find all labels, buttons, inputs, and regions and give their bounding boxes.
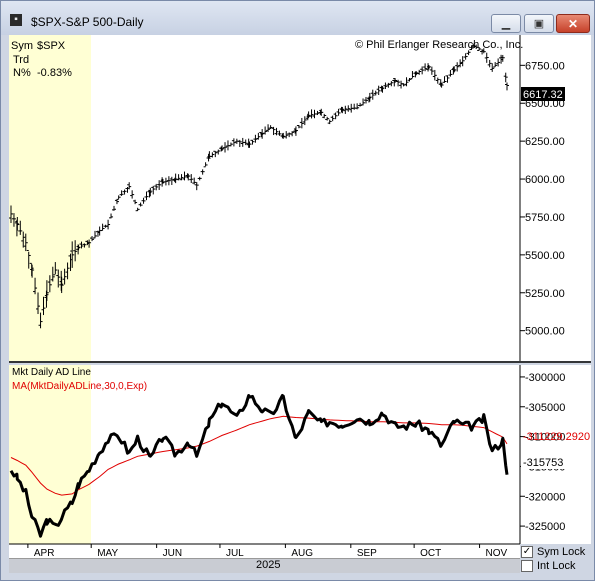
sym-label: Sym — [11, 40, 33, 52]
copyright-text: © Phil Erlanger Research Co., Inc. — [355, 39, 523, 51]
year-label: 2025 — [256, 559, 281, 571]
lower-tick-label: -305000 — [525, 402, 565, 414]
maximize-icon: ▣ — [533, 18, 545, 30]
upper-tick-label: 5000.00 — [525, 326, 565, 338]
price-bars — [9, 43, 509, 329]
month-label: JUL — [226, 548, 244, 558]
ad-value-box — [521, 456, 565, 469]
upper-tick-label: 6250.00 — [525, 136, 565, 148]
lower-tick-label: -300000 — [525, 372, 565, 384]
int-lock-checkbox[interactable]: Int Lock — [521, 559, 585, 573]
minimize-icon: ▁ — [501, 18, 511, 30]
lower-title-ma: MA(MktDailyADLine,30,0,Exp) — [12, 381, 147, 392]
ma-line — [10, 415, 508, 496]
n-label: N% — [13, 67, 31, 79]
sym-lock-checkbox[interactable]: ✓ Sym Lock — [521, 545, 585, 559]
x-axis-month-labels: APR MAY JUN JUL AUG SEP OCT NOV — [27, 544, 508, 559]
chart-area[interactable]: Sym $SPX Trd N% -0.83% © Phil Erlanger R… — [9, 35, 591, 559]
lower-tick-label: -310000 — [525, 432, 565, 444]
upper-panel-bg — [9, 35, 520, 361]
lower-tick-label: -320000 — [525, 491, 565, 503]
month-label: NOV — [486, 548, 508, 558]
lower-axis-bg — [520, 365, 591, 544]
upper-tick-label: 5500.00 — [525, 250, 565, 262]
trd-label: Trd — [13, 54, 29, 66]
int-lock-check-icon[interactable] — [521, 560, 533, 572]
x-axis-strip — [9, 544, 520, 558]
upper-tick-label: 6000.00 — [525, 174, 565, 186]
ad-line — [9, 394, 509, 538]
upper-tick-label: 6500.00 — [525, 98, 565, 110]
close-icon: ✕ — [567, 16, 579, 31]
lower-y-ticks: -300000-305000-310000-315000-320000-3250… — [520, 372, 565, 533]
sym-value: $SPX — [37, 40, 66, 52]
lower-panel-yellow — [9, 365, 91, 544]
ma-value-label: -311229.2920 — [523, 431, 590, 443]
lock-controls: ✓ Sym Lock Int Lock — [521, 545, 585, 573]
month-label: JUN — [163, 548, 182, 558]
minimize-button[interactable]: ▁ — [491, 14, 521, 33]
chart-app-icon: ▪ — [10, 14, 22, 26]
last-price-label: 6617.32 — [523, 89, 563, 101]
sym-lock-check-icon[interactable]: ✓ — [521, 546, 533, 558]
int-lock-label: Int Lock — [537, 560, 576, 572]
month-label: MAY — [97, 548, 118, 558]
last-price-box — [521, 87, 565, 101]
close-button[interactable]: ✕ — [556, 14, 590, 33]
window-title: $SPX-S&P 500-Daily — [31, 15, 144, 29]
lower-tick-label: -325000 — [525, 521, 565, 533]
year-bar: 2025 — [1, 558, 594, 580]
sym-lock-label: Sym Lock — [537, 546, 586, 558]
title-bar[interactable]: ▪ $SPX-S&P 500-Daily ▁ ▣ ✕ — [1, 1, 594, 35]
upper-tick-label: 5750.00 — [525, 212, 565, 224]
month-label: SEP — [357, 548, 377, 558]
upper-tick-label: 6750.00 — [525, 60, 565, 72]
ad-value-label: -315753 — [523, 457, 563, 469]
maximize-button[interactable]: ▣ — [524, 14, 554, 33]
n-value: -0.83% — [37, 67, 72, 79]
lower-panel-bg — [9, 365, 520, 544]
upper-axis-bg — [520, 35, 591, 361]
upper-panel-yellow — [9, 35, 91, 361]
month-label: AUG — [291, 548, 313, 558]
upper-y-ticks: 6750.00 6500.00 6250.00 6000.00 5750.00 5500.… — [520, 60, 565, 338]
upper-tick-label: 5250.00 — [525, 288, 565, 300]
lower-title-ad: Mkt Daily AD Line — [12, 367, 91, 378]
chart-svg[interactable]: Sym $SPX Trd N% -0.83% © Phil Erlanger R… — [9, 35, 591, 559]
month-label: OCT — [420, 548, 441, 558]
month-label: APR — [34, 548, 55, 558]
